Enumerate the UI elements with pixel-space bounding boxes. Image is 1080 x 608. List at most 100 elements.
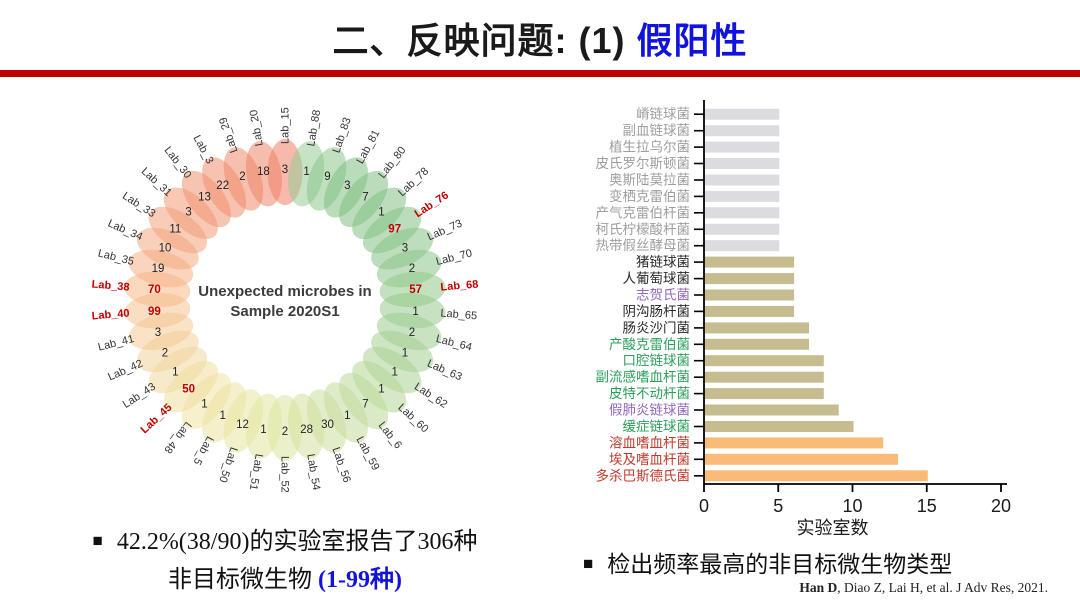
flower-petal — [181, 170, 231, 228]
bar-label: 假肺炎链球菌 — [609, 403, 690, 418]
flower-petal — [245, 141, 283, 207]
petal-value: 50 — [182, 384, 195, 396]
x-tick-label: 0 — [699, 496, 709, 516]
bullet-left-line1: ■ 42.2%(38/90)的实验室报告了306种 — [60, 524, 510, 562]
bar — [705, 273, 795, 285]
title-text: 二、反映问题: (1) — [332, 20, 637, 61]
petal-value: 3 — [185, 206, 191, 218]
bar-chart: 嵴链球菌 副血链球菌 植生拉乌尔菌 皮氏罗尔斯顿菌 奥斯陆莫拉菌 变栖克雷伯菌 产气克雷伯杆… — [556, 90, 1060, 542]
petal-label: Lab_59 — [353, 435, 381, 473]
bar-label: 多杀巴斯德氏菌 — [596, 467, 691, 483]
bar-label: 溶血嗜血杆菌 — [609, 435, 690, 450]
flower-petal — [339, 170, 389, 228]
title-divider-line — [0, 70, 1080, 77]
petal-label: Lab_62 — [412, 381, 449, 411]
petal-label: Lab_38 — [91, 279, 130, 294]
petal-value: 57 — [409, 284, 422, 296]
petal-value: 99 — [148, 306, 161, 318]
petal-value: 18 — [257, 166, 270, 178]
bar — [705, 240, 780, 252]
flower-petal — [163, 187, 218, 240]
petal-value: 1 — [172, 367, 178, 379]
title-highlight-text: 假阳性 — [636, 20, 748, 61]
petal-value: 11 — [169, 223, 181, 235]
petal-label: Lab_35 — [97, 247, 136, 268]
flower-petal — [352, 360, 407, 413]
bar-label: 猪链球菌 — [636, 255, 690, 270]
petal-value: 1 — [344, 410, 350, 422]
petal-label: Lab_78 — [396, 165, 431, 199]
petal-label: Lab_34 — [106, 218, 144, 244]
bar-label: 嵴链球菌 — [636, 107, 690, 122]
bar-label: 奥斯陆莫拉菌 — [609, 172, 690, 188]
petal-label: Lab_65 — [440, 307, 478, 322]
bullet-square-icon: ■ — [583, 554, 594, 573]
petal-value: 10 — [159, 242, 172, 254]
bar-label: 肠炎沙门菌 — [623, 320, 691, 335]
petal-label: Lab_52 — [279, 456, 291, 493]
bar-label: 皮氏罗尔斯顿菌 — [596, 156, 691, 171]
petal-value: 1 — [303, 166, 309, 178]
petal-label: Lab_68 — [440, 279, 479, 294]
bar — [705, 388, 824, 400]
bar-label: 植生拉乌尔菌 — [609, 140, 690, 155]
bar — [705, 223, 780, 235]
petal-value: 30 — [321, 419, 334, 431]
petal-label: Lab_70 — [435, 247, 474, 268]
bar — [705, 322, 809, 334]
bar-label: 副血链球菌 — [623, 123, 691, 138]
petal-value: 22 — [216, 180, 229, 192]
petal-label: Lab_54 — [304, 453, 322, 491]
petal-label: Lab_43 — [121, 381, 158, 411]
petal-value: 70 — [148, 284, 161, 296]
petal-value: 1 — [402, 348, 408, 360]
flower-center-label: Unexpected microbes in Sample 2020S1 — [198, 283, 371, 320]
x-tick-label: 15 — [917, 496, 937, 516]
petal-label: Lab_30 — [162, 145, 194, 181]
citation: Han D, Diao Z, Lai H, et al. J Adv Res, … — [799, 580, 1048, 596]
petal-label: Lab_81 — [354, 128, 382, 166]
flower-petal — [339, 372, 389, 430]
bar — [705, 125, 780, 137]
bar — [705, 404, 839, 416]
bar — [705, 355, 824, 367]
petal-value: 1 — [391, 367, 397, 379]
bar — [705, 289, 795, 301]
bar-label: 皮特不动杆菌 — [609, 386, 690, 401]
petal-label: Lab_73 — [426, 218, 464, 244]
flower-petal — [362, 346, 422, 394]
bar — [705, 108, 780, 120]
bar — [705, 453, 898, 465]
bar — [705, 470, 928, 482]
bar-chart-svg: 嵴链球菌副血链球菌植生拉乌尔菌皮氏罗尔斯顿菌奥斯陆莫拉菌变栖克雷伯菌产气克雷伯杆… — [596, 100, 1011, 538]
bar — [705, 338, 809, 350]
flower-petal — [181, 372, 231, 430]
petal-value: 1 — [201, 398, 207, 410]
petal-value: 1 — [378, 384, 384, 396]
petal-value: 7 — [362, 398, 368, 410]
bar-label: 产气克雷伯杆菌 — [596, 205, 691, 220]
petal-value: 2 — [162, 348, 168, 360]
slide-title: 二、反映问题: (1) 假阳性 — [0, 12, 1080, 64]
flower-petal — [352, 187, 407, 240]
petal-value: 2 — [239, 171, 245, 183]
x-axis-label: 实验室数 — [797, 518, 869, 538]
bar — [705, 371, 824, 383]
petal-label: Lab_80 — [376, 145, 408, 181]
bar-label: 埃及嗜血杆菌 — [609, 452, 690, 467]
petal-label: Lab_76 — [413, 189, 451, 220]
flower-center-disc — [190, 205, 380, 395]
bullet-left-text2: 非目标微生物 — [168, 567, 318, 593]
bullet-right-text: 检出频率最高的非目标微生物类型 — [607, 552, 953, 577]
flower-petal — [148, 346, 208, 394]
bar — [705, 256, 795, 268]
bullet-left-text1: 42.2%(38/90)的实验室报告了306种 — [116, 529, 478, 555]
petal-value: 1 — [412, 306, 418, 318]
bar-label: 产酸克雷伯菌 — [609, 337, 690, 352]
flower-plot: Unexpected microbes in Sample 2020S1 3 Lab_… — [48, 86, 522, 520]
bar — [705, 158, 780, 169]
petal-value: 2 — [282, 426, 288, 438]
petal-label: Lab_29 — [217, 116, 240, 155]
bar-label: 口腔链球菌 — [623, 353, 691, 368]
petal-label: Lab_60 — [395, 402, 430, 436]
